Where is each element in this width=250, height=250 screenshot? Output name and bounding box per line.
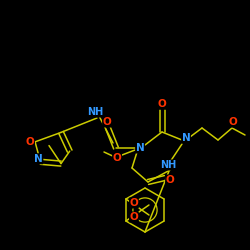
Text: O: O bbox=[103, 117, 112, 127]
Text: O: O bbox=[112, 153, 122, 163]
Text: N: N bbox=[34, 154, 43, 164]
Text: O: O bbox=[26, 137, 34, 147]
Text: O: O bbox=[228, 117, 237, 127]
Text: N: N bbox=[136, 143, 144, 153]
Text: NH: NH bbox=[160, 160, 176, 170]
Text: O: O bbox=[130, 212, 138, 222]
Text: O: O bbox=[158, 99, 166, 109]
Text: NH: NH bbox=[87, 107, 103, 117]
Text: N: N bbox=[182, 133, 190, 143]
Text: O: O bbox=[166, 175, 174, 185]
Text: O: O bbox=[130, 198, 138, 208]
